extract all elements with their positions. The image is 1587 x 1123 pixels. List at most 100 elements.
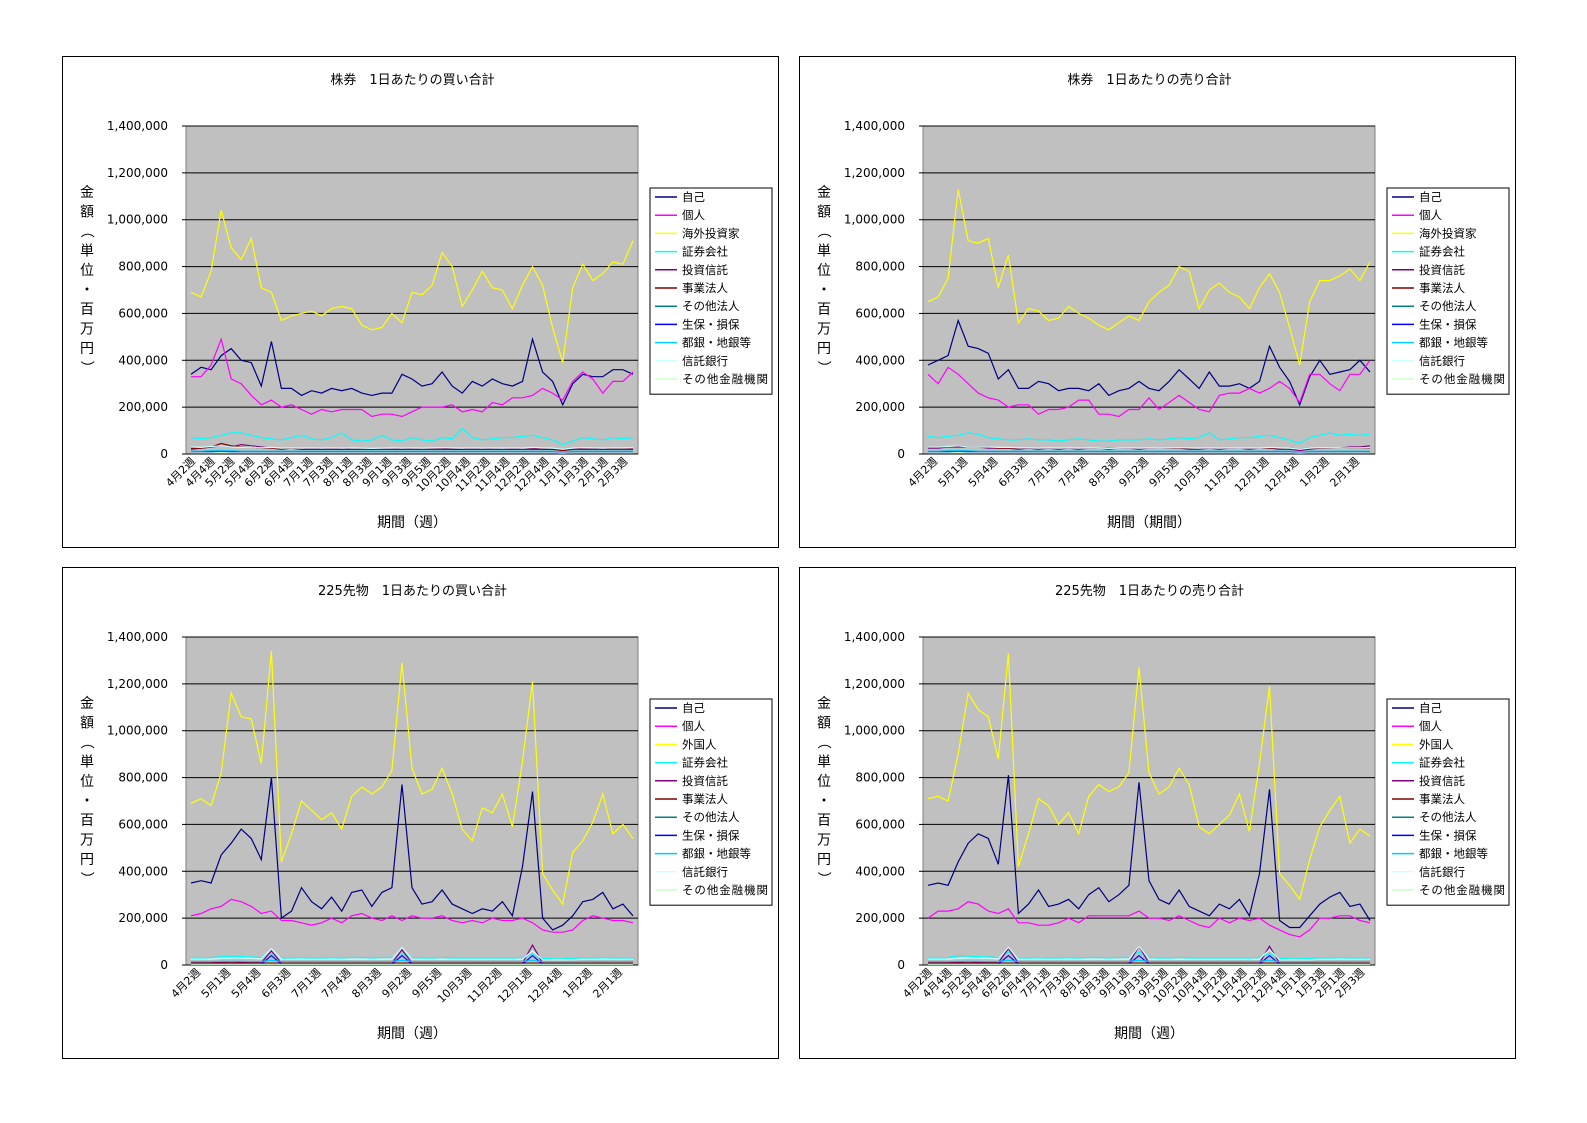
legend-label: 個人 <box>1419 208 1442 222</box>
legend-label: その他法人 <box>1419 299 1477 313</box>
svg-text:位: 位 <box>817 263 831 279</box>
plot-area <box>922 636 1376 966</box>
series-line <box>190 427 634 446</box>
series-line <box>927 775 1371 929</box>
chart-panel-stock-sell: 株券 1日あたりの売り合計 0 200,000 400,000 600,000 800,0… <box>799 56 1516 548</box>
y-tick-label: 800,000 <box>118 260 168 274</box>
series-line <box>928 945 1370 961</box>
series-line <box>191 959 633 963</box>
chart-panel-futures-buy: 225先物 1日あたりの買い合計 0 200,000 400,000 600,000 80… <box>62 567 779 1059</box>
legend-label: 事業法人 <box>682 792 728 806</box>
svg-text:万: 万 <box>80 833 94 849</box>
legend: 自己個人海外投資家証券会社投資信託事業法人その他法人生保・損保都銀・地銀等信託銀… <box>649 187 773 395</box>
legend-label: その他法人 <box>682 299 740 313</box>
legend-label: 生保・損保 <box>682 317 740 331</box>
y-tick-label: 400,000 <box>118 353 168 367</box>
x-tick-label: 5月1週 <box>936 455 971 490</box>
x-tick-label: 9月2週 <box>379 966 414 1001</box>
series-line <box>191 946 633 961</box>
chart-svg: 225先物 1日あたりの売り合計 0 200,000 400,000 600,000 80… <box>815 583 1510 1042</box>
legend-label: その他法人 <box>1419 810 1477 824</box>
chart-svg: 株券 1日あたりの買い合計 0 200,000 400,000 600,000 800,0… <box>78 72 773 531</box>
y-tick-label: 1,400,000 <box>107 630 168 644</box>
y-axis-label: 金額 （ 単位・百万円 ） <box>815 696 831 886</box>
svg-text:）: ） <box>815 872 831 886</box>
svg-text:単: 単 <box>817 244 831 260</box>
svg-text:円: 円 <box>80 852 94 868</box>
y-tick-label: 1,400,000 <box>844 630 905 644</box>
svg-text:金: 金 <box>80 185 94 201</box>
x-tick-label: 7月1週 <box>289 966 324 1001</box>
legend-label: 生保・損保 <box>682 828 740 842</box>
x-tick-label: 1月2週 <box>560 966 595 1001</box>
svg-text:百: 百 <box>80 813 94 829</box>
plot-area <box>185 636 639 966</box>
legend-label: 都銀・地銀等 <box>1419 336 1488 350</box>
svg-text:額: 額 <box>817 716 831 732</box>
svg-text:（: （ <box>815 224 831 238</box>
x-tick-label: 9月2週 <box>1116 455 1151 490</box>
legend-label: その他法人 <box>682 810 740 824</box>
x-tick-label: 8月3週 <box>1086 455 1121 490</box>
legend-label: 海外投資家 <box>682 226 740 240</box>
y-tick-label: 1,000,000 <box>844 213 905 227</box>
svg-text:）: ） <box>815 361 831 375</box>
legend-label: 証券会社 <box>1419 245 1465 259</box>
series-line <box>190 336 634 407</box>
x-tick-label: 8月3週 <box>349 966 384 1001</box>
y-tick-label: 800,000 <box>118 771 168 785</box>
legend-label: 証券会社 <box>682 245 728 259</box>
series-line <box>190 651 634 906</box>
x-tick-label: 2月1週 <box>590 966 625 1001</box>
legend-label: 信託銀行 <box>682 354 728 368</box>
legend-label: 投資信託 <box>682 263 728 277</box>
series-line <box>928 445 1371 450</box>
legend-label: 自己 <box>1419 190 1442 204</box>
x-tick-label: 7月1週 <box>1026 455 1061 490</box>
x-tick-label: 7月4週 <box>1056 455 1091 490</box>
legend-label: 外国人 <box>1419 737 1454 751</box>
chart-panel-stock-buy: 株券 1日あたりの買い合計 0 200,000 400,000 600,000 800,0… <box>62 56 779 548</box>
chart-title: 225先物 1日あたりの売り合計 <box>1055 583 1244 599</box>
legend-label: その他金融機関 <box>682 372 768 386</box>
series-line <box>927 189 1371 366</box>
series-line <box>927 359 1371 418</box>
legend-label: 都銀・地銀等 <box>682 336 751 350</box>
y-axis-label: 金額 （ 単位・百万円 ） <box>78 185 94 375</box>
svg-text:円: 円 <box>817 852 831 868</box>
y-tick-label: 1,200,000 <box>844 166 905 180</box>
y-tick-label: 400,000 <box>855 864 905 878</box>
legend-label: 自己 <box>1419 701 1442 715</box>
y-tick-label: 0 <box>160 447 168 461</box>
x-axis-label: 期間（期間） <box>1107 515 1191 531</box>
series-line <box>928 959 1370 963</box>
chart-title: 225先物 1日あたりの買い合計 <box>318 583 507 599</box>
legend: 自己個人外国人証券会社投資信託事業法人その他法人生保・損保都銀・地銀等信託銀行そ… <box>1386 698 1510 906</box>
y-tick-label: 0 <box>897 958 905 972</box>
legend-label: 個人 <box>682 208 705 222</box>
svg-text:円: 円 <box>817 341 831 357</box>
y-tick-label: 1,400,000 <box>844 119 905 133</box>
y-tick-label: 600,000 <box>855 306 905 320</box>
y-axis-label: 金額 （ 単位・百万円 ） <box>78 696 94 886</box>
x-axis-label: 期間（週） <box>1114 1026 1184 1042</box>
series-line <box>927 653 1371 901</box>
svg-text:額: 額 <box>80 205 94 221</box>
series-line <box>927 432 1371 445</box>
x-tick-label: 4月2週 <box>906 455 941 490</box>
legend-label: 事業法人 <box>1419 792 1465 806</box>
legend-label: 生保・損保 <box>1419 317 1477 331</box>
x-tick-label: 6月3週 <box>259 966 294 1001</box>
y-tick-label: 1,000,000 <box>844 724 905 738</box>
plot-area <box>922 125 1376 455</box>
legend-label: 都銀・地銀等 <box>1419 847 1488 861</box>
y-tick-label: 200,000 <box>118 400 168 414</box>
legend-label: 信託銀行 <box>682 865 728 879</box>
chart-svg: 225先物 1日あたりの買い合計 0 200,000 400,000 600,000 80… <box>78 583 773 1042</box>
y-tick-label: 600,000 <box>855 817 905 831</box>
legend-label: 信託銀行 <box>1419 865 1465 879</box>
chart-panel-futures-sell: 225先物 1日あたりの売り合計 0 200,000 400,000 600,000 80… <box>799 567 1516 1059</box>
legend-label: 都銀・地銀等 <box>682 847 751 861</box>
y-tick-label: 200,000 <box>855 911 905 925</box>
svg-text:額: 額 <box>80 716 94 732</box>
